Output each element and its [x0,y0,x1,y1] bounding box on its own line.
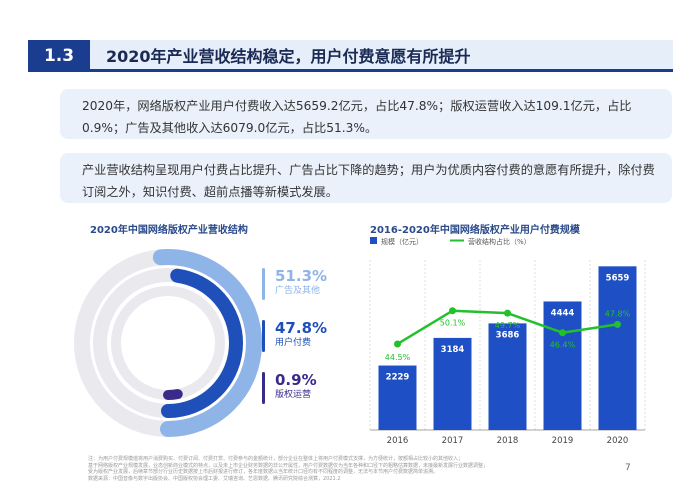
x-tick-label: 2016 [387,436,409,446]
legend-label-bar: 规模（亿元） [381,237,423,246]
legend-label: 广告及其他 [275,286,321,296]
bar-value-label: 5659 [606,273,630,283]
donut-slice [93,268,243,418]
donut-chart [74,249,262,437]
section-header: 1.3 2020年产业营收结构稳定，用户付费意愿有所提升 [28,40,673,72]
legend-copyright-ops: 0.9% 版权运营 [262,372,317,404]
line-point [614,320,621,328]
legend-color-bar [262,320,265,352]
section-number: 1.3 [28,40,90,72]
bar [378,365,417,430]
legend-pct: 47.8% [275,319,328,337]
footnote-line: 注：为用户付费规模值将用户消费购买、付费订阅、付费打赏、付费参与的金额统计，部分… [88,456,464,462]
section-title: 2020年产业营收结构稳定，用户付费意愿有所提升 [90,40,673,72]
legend-label: 用户付费 [275,338,312,348]
bullet-paragraph-2: 产业营收结构呈现用户付费占比提升、广告占比下降的趋势；用户为优质内容付费的意愿有… [60,153,672,203]
bar [488,323,527,430]
x-tick-label: 2020 [607,436,629,446]
line-value-label: 46.4% [550,341,576,350]
footnote-line: 基于网络版权产业规模发展，业态创新商业模式的特点，以及未上市企业财务数据的非公开… [88,462,489,469]
x-tick-label: 2017 [442,436,464,446]
line-value-label: 44.5% [385,353,411,362]
bar-value-label: 3184 [441,345,465,355]
line-point [394,340,401,348]
line-point [504,309,511,317]
line-point [559,329,566,337]
bar-value-label: 4444 [551,308,575,318]
legend-label: 版权运营 [275,390,312,400]
x-tick-label: 2019 [552,436,574,446]
legend-pct: 0.9% [275,371,317,389]
line-point [449,307,456,315]
bar-value-label: 3686 [496,330,520,340]
donut-chart-title: 2020年中国网络版权产业营收结构 [90,225,248,236]
legend-color-bar [262,372,265,404]
legend-pct: 51.3% [275,267,328,285]
bar [433,337,472,430]
line-value-label: 47.8% [605,309,631,318]
donut-slice [111,286,225,400]
chart-legend: 规模（亿元） 营收结构占比（%） [370,237,531,246]
donut-slice [74,249,262,437]
legend-color-bar [262,268,265,300]
page-number: 7 [625,463,631,473]
bar [543,301,582,430]
legend-swatch-bar [370,237,377,244]
bar-chart-title: 2016-2020年中国网络版权产业用户付费规模 [370,225,580,236]
footnote: 注：为用户付费规模值将用户消费购买、付费订阅、付费打赏、付费参与的金额统计，部分… [88,456,628,482]
legend-ad: 51.3% 广告及其他 [262,268,327,300]
footnote-line: 数据来源：中国音像与数字出版协会、中国版权协会理工委、艾瑞咨询、艺恩数据、腾讯研… [88,475,341,482]
footnote-line: 受为版权产业发展，后续章节部分行业历史数据按上市后财报进行修订，各年度数据以当年… [88,469,439,476]
bullet-paragraph-1: 2020年，网络版权产业用户付费收入达5659.2亿元，占比47.8%；版权运营… [60,89,672,139]
legend-label-line: 营收结构占比（%） [468,237,531,246]
line-value-label: 49.7% [495,321,521,330]
bar [598,266,637,430]
bar-chart: 规模（亿元） 营收结构占比（%） 2229 2016 3184 2017 3686 2018 4… [369,237,646,446]
line-value-label: 50.1% [440,319,466,328]
bar-value-label: 2229 [386,373,410,383]
donut-track [111,286,225,400]
legend-user-pay: 47.8% 用户付费 [262,320,327,352]
x-tick-label: 2018 [497,436,519,446]
